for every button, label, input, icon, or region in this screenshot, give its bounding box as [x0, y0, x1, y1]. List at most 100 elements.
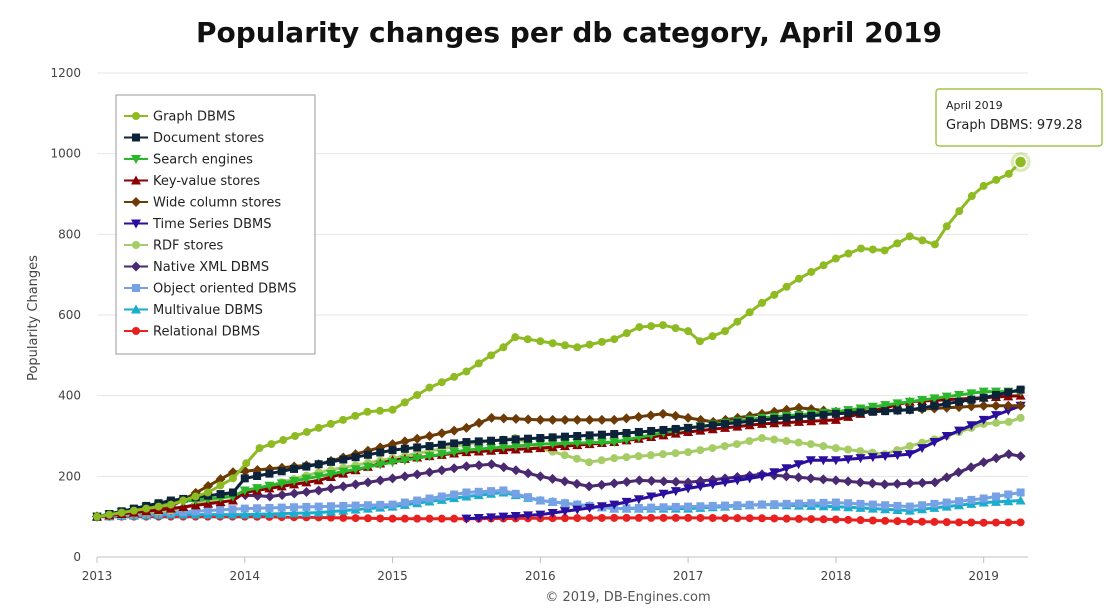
data-point[interactable] — [548, 497, 557, 506]
data-point[interactable] — [486, 459, 497, 470]
data-point[interactable] — [658, 476, 669, 487]
data-point[interactable] — [683, 412, 694, 423]
data-point[interactable] — [758, 415, 766, 424]
data-point[interactable] — [351, 453, 360, 462]
data-point[interactable] — [1004, 417, 1013, 426]
data-point[interactable] — [203, 506, 212, 515]
data-point[interactable] — [621, 435, 632, 445]
data-point[interactable] — [339, 455, 348, 464]
data-point[interactable] — [400, 498, 409, 507]
data-point[interactable] — [301, 486, 312, 497]
data-point[interactable] — [436, 465, 447, 476]
data-point[interactable] — [326, 502, 335, 511]
data-point[interactable] — [708, 332, 717, 341]
data-point[interactable] — [917, 396, 928, 406]
data-point[interactable] — [696, 513, 705, 522]
data-point[interactable] — [708, 444, 717, 453]
data-point[interactable] — [659, 503, 668, 512]
data-point[interactable] — [255, 444, 264, 453]
data-point[interactable] — [917, 477, 928, 488]
data-point[interactable] — [733, 501, 742, 510]
data-point[interactable] — [585, 340, 594, 349]
data-point[interactable] — [609, 478, 620, 489]
data-point[interactable] — [547, 473, 558, 484]
data-point[interactable] — [707, 480, 718, 490]
data-point[interactable] — [376, 448, 385, 457]
data-point[interactable] — [782, 413, 791, 422]
data-point[interactable] — [424, 452, 435, 462]
data-point[interactable] — [782, 282, 791, 291]
data-point[interactable] — [350, 479, 361, 490]
data-point[interactable] — [844, 499, 853, 508]
data-point[interactable] — [547, 414, 558, 425]
data-point[interactable] — [597, 337, 606, 346]
data-point[interactable] — [978, 415, 989, 425]
data-point[interactable] — [819, 261, 828, 270]
data-point[interactable] — [523, 468, 534, 479]
data-point[interactable] — [979, 393, 988, 402]
data-point[interactable] — [425, 442, 434, 451]
data-point[interactable] — [954, 390, 965, 400]
data-point[interactable] — [585, 514, 594, 523]
data-point[interactable] — [634, 503, 643, 512]
data-point[interactable] — [856, 516, 865, 525]
data-point[interactable] — [721, 419, 730, 428]
data-point[interactable] — [708, 501, 717, 510]
data-point[interactable] — [880, 246, 889, 255]
data-point[interactable] — [376, 500, 385, 509]
data-point[interactable] — [462, 488, 471, 497]
data-point[interactable] — [289, 488, 300, 499]
data-point[interactable] — [745, 437, 754, 446]
data-point[interactable] — [326, 513, 335, 522]
data-point[interactable] — [793, 416, 804, 426]
data-point[interactable] — [425, 383, 434, 392]
data-point[interactable] — [990, 496, 1001, 506]
data-point[interactable] — [805, 473, 816, 484]
legend-marker[interactable] — [131, 261, 141, 272]
data-point[interactable] — [782, 514, 791, 523]
data-point[interactable] — [609, 414, 620, 425]
data-point[interactable] — [338, 467, 349, 477]
data-point[interactable] — [559, 507, 570, 517]
data-point[interactable] — [363, 407, 372, 416]
data-point[interactable] — [596, 414, 607, 425]
data-point[interactable] — [978, 457, 989, 468]
data-point[interactable] — [893, 406, 902, 415]
data-point[interactable] — [523, 414, 534, 425]
data-point[interactable] — [314, 502, 323, 511]
data-point[interactable] — [498, 443, 509, 453]
data-point[interactable] — [868, 245, 877, 254]
data-point[interactable] — [216, 490, 225, 499]
data-point[interactable] — [228, 488, 237, 497]
data-point[interactable] — [461, 461, 472, 472]
data-point[interactable] — [267, 440, 276, 449]
data-point[interactable] — [720, 478, 731, 488]
data-point[interactable] — [819, 498, 828, 507]
data-point[interactable] — [609, 438, 620, 448]
data-point[interactable] — [830, 456, 841, 466]
data-point[interactable] — [990, 400, 1001, 411]
data-point[interactable] — [953, 467, 964, 478]
data-point[interactable] — [806, 440, 815, 449]
data-point[interactable] — [622, 513, 631, 522]
data-point[interactable] — [818, 474, 829, 485]
data-point[interactable] — [264, 491, 275, 502]
data-point[interactable] — [610, 335, 619, 344]
data-point[interactable] — [930, 517, 939, 526]
data-point[interactable] — [905, 405, 914, 414]
data-point[interactable] — [486, 513, 497, 523]
data-point[interactable] — [892, 451, 903, 461]
data-point[interactable] — [351, 501, 360, 510]
data-point[interactable] — [941, 472, 952, 483]
data-point[interactable] — [733, 418, 742, 427]
data-point[interactable] — [413, 390, 422, 399]
data-point[interactable] — [338, 505, 349, 515]
data-point[interactable] — [794, 412, 803, 421]
data-point[interactable] — [399, 456, 410, 466]
data-point[interactable] — [596, 438, 607, 448]
data-point[interactable] — [955, 518, 964, 527]
data-point[interactable] — [449, 463, 460, 474]
data-point[interactable] — [179, 496, 188, 505]
data-point[interactable] — [597, 430, 606, 439]
data-point[interactable] — [560, 451, 569, 460]
